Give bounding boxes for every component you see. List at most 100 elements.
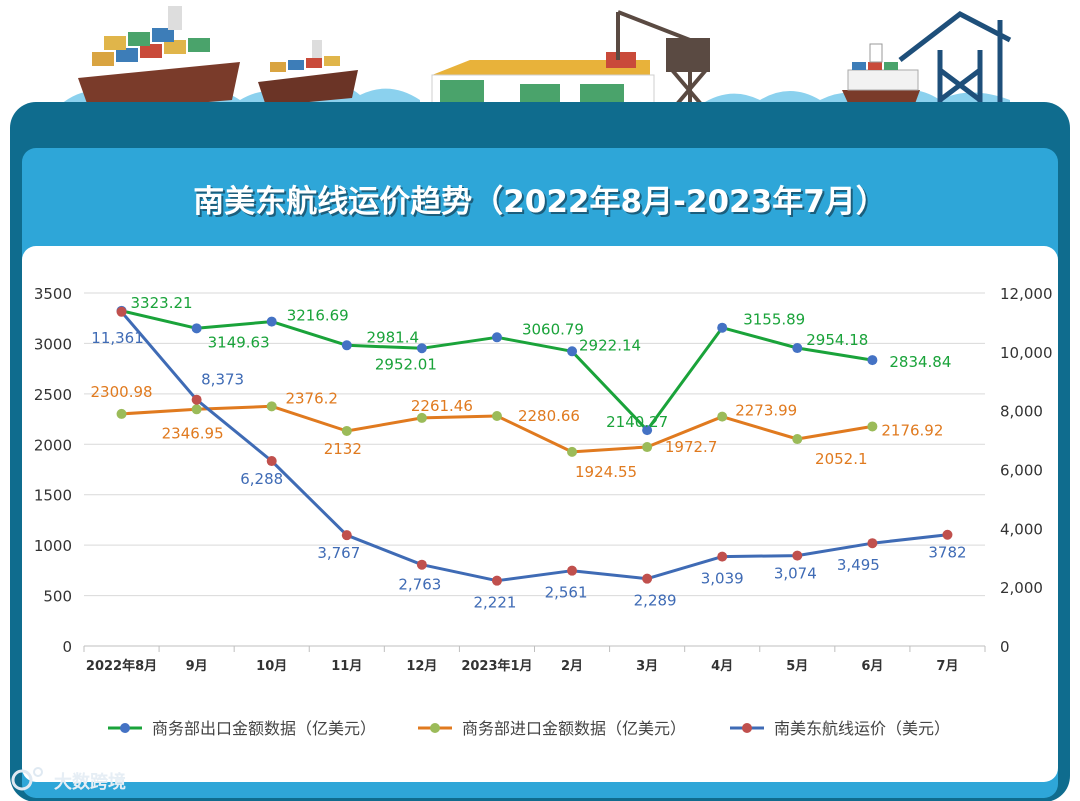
chart-title: 南美东航线运价趋势（2022年8月-2023年7月） bbox=[193, 184, 887, 220]
cargo-ship-icon bbox=[78, 6, 240, 112]
data-point[interactable] bbox=[341, 530, 352, 541]
data-point[interactable] bbox=[942, 529, 953, 540]
data-point[interactable] bbox=[341, 425, 352, 436]
left-axis-tick-label: 3000 bbox=[34, 335, 72, 353]
data-label: 2,763 bbox=[398, 576, 441, 594]
data-point[interactable] bbox=[867, 538, 878, 549]
data-point[interactable] bbox=[491, 332, 502, 343]
data-label: 3323.21 bbox=[131, 294, 193, 312]
data-point[interactable] bbox=[642, 573, 653, 584]
right-axis-tick-label: 8,000 bbox=[1000, 403, 1043, 421]
chart-title-shadow: 南美东航线运价趋势（2022年8月-2023年7月） bbox=[195, 186, 889, 222]
data-label: 2376.2 bbox=[285, 389, 338, 407]
x-axis-tick-label: 4月 bbox=[711, 659, 733, 674]
data-point[interactable] bbox=[416, 343, 427, 354]
left-axis-tick-label: 1000 bbox=[34, 537, 72, 555]
x-axis-tick-label: 11月 bbox=[331, 659, 362, 674]
x-axis-tick-label: 12月 bbox=[406, 659, 437, 674]
data-point[interactable] bbox=[642, 425, 653, 436]
legend-label[interactable]: 商务部进口金额数据（亿美元） bbox=[462, 719, 686, 738]
data-point[interactable] bbox=[191, 394, 202, 405]
x-axis-tick-label: 2月 bbox=[561, 659, 583, 674]
data-label: 2273.99 bbox=[735, 402, 797, 420]
legend: 商务部出口金额数据（亿美元） 商务部进口金额数据（亿美元） 南美东航线运价（美元） bbox=[108, 719, 950, 738]
data-label: 3149.63 bbox=[208, 333, 270, 351]
watermark-logo-icon bbox=[11, 769, 33, 791]
series-layer: 3323.21 3149.63 3216.69 2981.4 2952.01 3060.7… bbox=[91, 294, 967, 612]
legend-label[interactable]: 南美东航线运价（美元） bbox=[774, 719, 950, 738]
right-axis-tick-label: 4,000 bbox=[1000, 520, 1043, 538]
right-axis-tick-label: 12,000 bbox=[1000, 285, 1053, 303]
data-label: 3060.79 bbox=[522, 320, 584, 338]
x-axis-tick-label: 7月 bbox=[936, 659, 958, 674]
data-point[interactable] bbox=[792, 434, 803, 445]
data-label: 8,373 bbox=[201, 371, 244, 389]
data-label: 2261.46 bbox=[411, 397, 473, 415]
left-axis-tick-label: 2500 bbox=[34, 386, 72, 404]
data-label: 3,039 bbox=[701, 570, 744, 588]
data-point[interactable] bbox=[266, 316, 277, 327]
data-point[interactable] bbox=[116, 408, 127, 419]
data-point[interactable] bbox=[567, 346, 578, 357]
x-axis-tick-label: 2023年1月 bbox=[461, 658, 532, 674]
left-axis-tick-label: 500 bbox=[43, 588, 72, 606]
data-point[interactable] bbox=[191, 323, 202, 334]
data-label: 2981.4 bbox=[367, 328, 420, 346]
data-point[interactable] bbox=[867, 421, 878, 432]
data-label: 3,074 bbox=[774, 565, 817, 583]
x-axis-tick-label: 3月 bbox=[636, 659, 658, 674]
data-point[interactable] bbox=[491, 410, 502, 421]
data-point[interactable] bbox=[867, 355, 878, 366]
left-axis-tick-label: 2000 bbox=[34, 436, 72, 454]
data-point[interactable] bbox=[642, 442, 653, 453]
data-label: 2,561 bbox=[545, 584, 588, 602]
watermark: 大数跨境 bbox=[11, 767, 126, 793]
cargo-ship-icon bbox=[258, 40, 358, 106]
data-point[interactable] bbox=[717, 551, 728, 562]
data-point[interactable] bbox=[416, 412, 427, 423]
data-point[interactable] bbox=[266, 401, 277, 412]
legend-label[interactable]: 商务部出口金额数据（亿美元） bbox=[152, 719, 376, 738]
data-point[interactable] bbox=[491, 575, 502, 586]
data-label: 2176.92 bbox=[881, 421, 943, 439]
left-axis-tick-label: 1500 bbox=[34, 487, 72, 505]
data-label: 1924.55 bbox=[575, 463, 637, 481]
x-axis-tick-label: 10月 bbox=[256, 659, 287, 674]
x-axis-tick-label: 9月 bbox=[186, 659, 208, 674]
data-point[interactable] bbox=[191, 404, 202, 415]
data-point[interactable] bbox=[567, 565, 578, 576]
data-label: 2922.14 bbox=[579, 336, 641, 354]
data-label: 2300.98 bbox=[91, 383, 153, 401]
data-point[interactable] bbox=[341, 340, 352, 351]
data-label: 2834.84 bbox=[889, 353, 951, 371]
series-line bbox=[120, 310, 948, 583]
data-label: 2346.95 bbox=[162, 424, 224, 442]
data-label: 11,361 bbox=[91, 329, 144, 347]
watermark-text: 大数跨境 bbox=[54, 771, 126, 793]
data-label: 2132 bbox=[324, 440, 362, 458]
left-axis-tick-label: 0 bbox=[62, 638, 72, 656]
watermark-logo-icon bbox=[33, 767, 43, 777]
right-axis: 0 2,000 4,000 6,000 8,000 10,000 12,000 bbox=[1000, 285, 1053, 656]
data-point[interactable] bbox=[567, 446, 578, 457]
left-axis: 0 500 1000 1500 2000 2500 3000 3500 bbox=[34, 285, 72, 656]
data-label: 2052.1 bbox=[815, 450, 868, 468]
x-axis-tick-label: 5月 bbox=[786, 659, 808, 674]
left-axis-tick-label: 3500 bbox=[34, 285, 72, 303]
data-point[interactable] bbox=[266, 456, 277, 467]
data-point[interactable] bbox=[717, 411, 728, 422]
right-axis-tick-label: 2,000 bbox=[1000, 579, 1043, 597]
data-label: 2280.66 bbox=[518, 407, 580, 425]
data-label: 2,289 bbox=[634, 592, 677, 610]
data-point[interactable] bbox=[792, 343, 803, 354]
right-axis-tick-label: 0 bbox=[1000, 638, 1010, 656]
data-point[interactable] bbox=[717, 322, 728, 333]
data-point[interactable] bbox=[792, 550, 803, 561]
data-point[interactable] bbox=[416, 559, 427, 570]
data-label: 1972.7 bbox=[665, 438, 718, 456]
plot-card bbox=[22, 246, 1058, 782]
data-label: 2140.27 bbox=[606, 413, 668, 431]
x-axis: 2022年8月 9月 10月 11月 12月 2023年1月 2月 3月 4月 5月 6月 7月 bbox=[83, 646, 986, 674]
data-point[interactable] bbox=[116, 306, 127, 317]
